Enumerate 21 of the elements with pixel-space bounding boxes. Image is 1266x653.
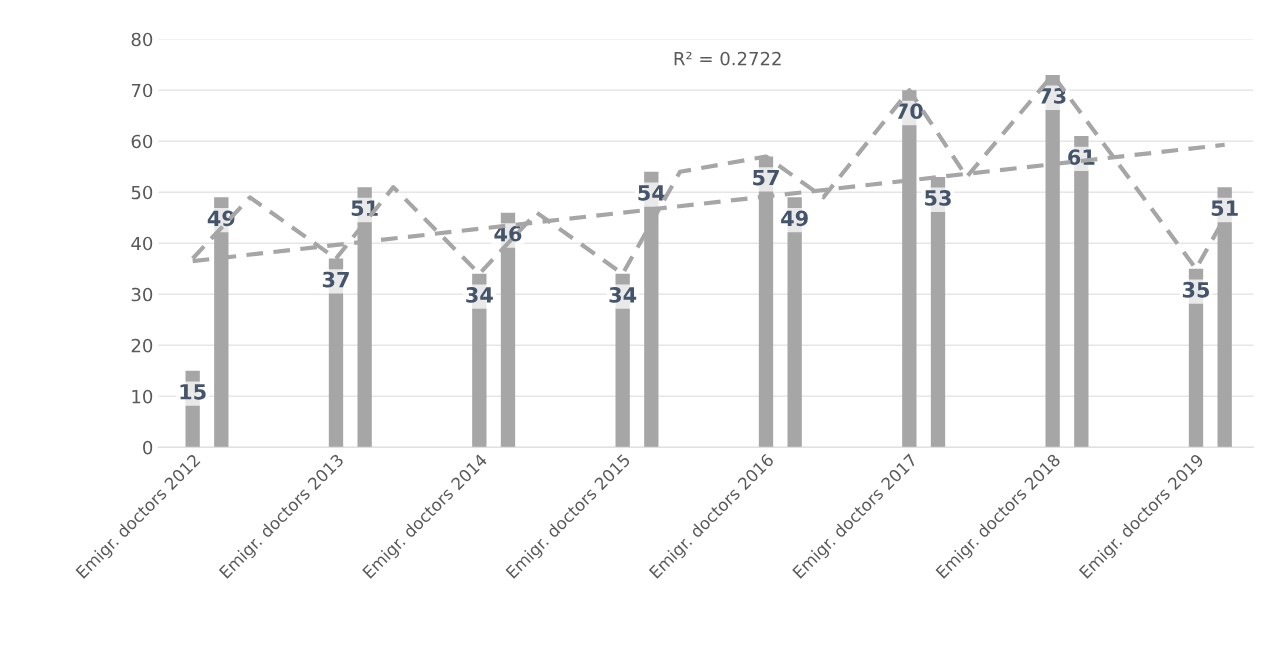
data-label: 53: [925, 190, 951, 206]
y-tick-label: 30: [131, 287, 153, 302]
y-tick-label: 20: [131, 338, 153, 353]
data-label: 57: [753, 169, 779, 186]
y-tick-label: 50: [131, 185, 153, 200]
y-tick-label: 80: [131, 32, 153, 47]
data-label: 51: [1211, 200, 1238, 217]
y-tick-label: 0: [143, 440, 153, 455]
data-label: 35: [1182, 281, 1210, 298]
data-label: 34: [609, 286, 637, 303]
y-tick-label: 10: [132, 389, 153, 404]
data-label: 49: [781, 210, 808, 227]
data-label: 46: [494, 225, 522, 242]
y-tick-label: 70: [131, 83, 153, 98]
data-label: 34: [466, 286, 493, 303]
y-tick-label: 40: [131, 236, 153, 251]
data-label: 15: [180, 384, 206, 400]
data-label: 37: [322, 271, 349, 288]
y-tick-label: 60: [131, 134, 153, 149]
annotation: R² = 0.2722: [674, 51, 781, 66]
data-label: 54: [638, 185, 665, 201]
